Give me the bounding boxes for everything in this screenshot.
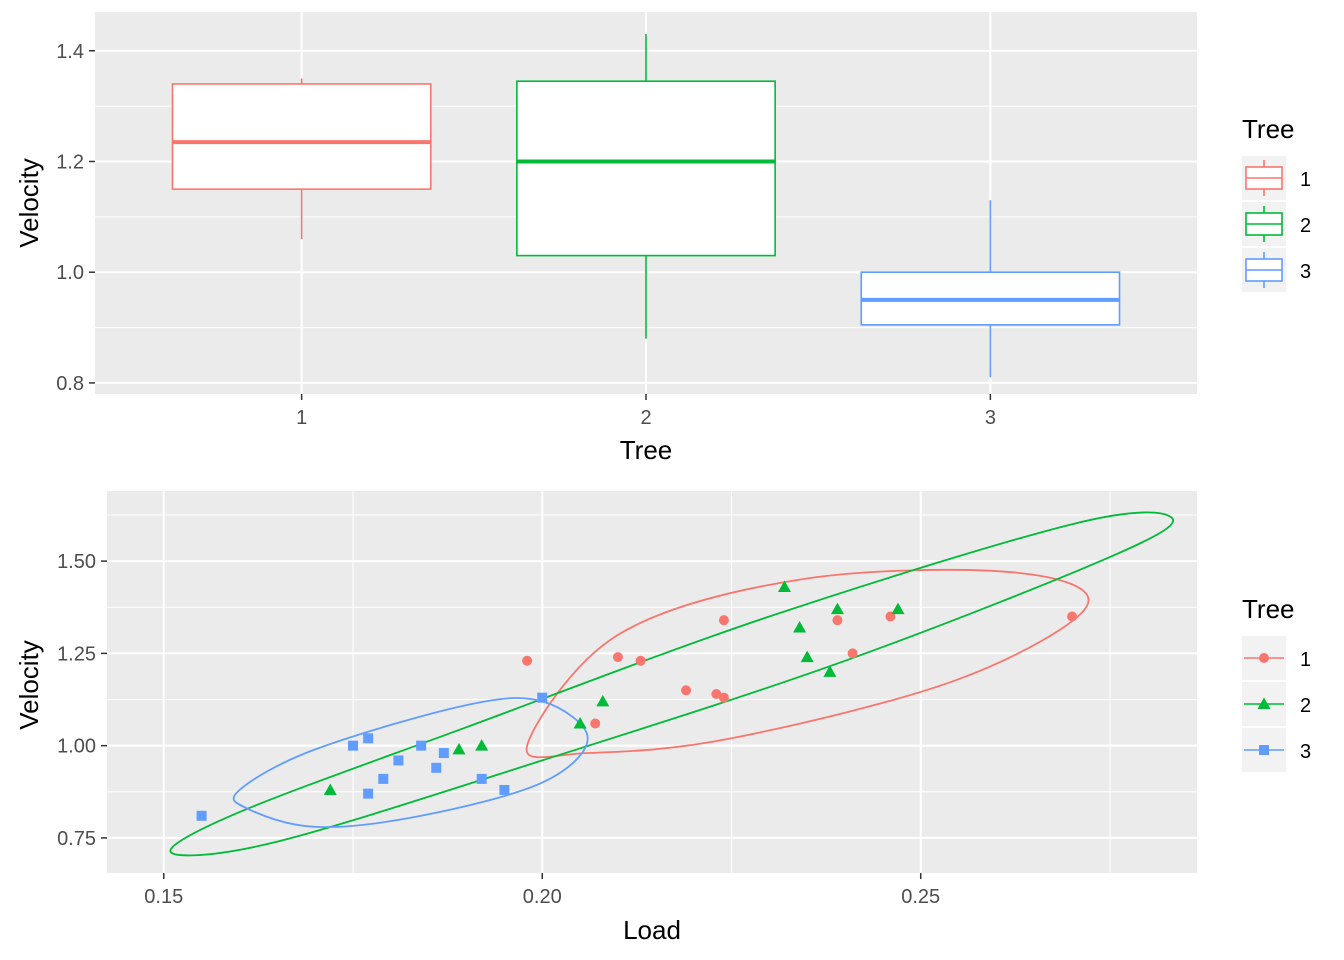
y-tick-label: 1.2 <box>56 151 84 173</box>
bottom-x-axis: 0.15 0.20 0.25 <box>144 873 940 908</box>
x-tick-label: 0.20 <box>523 886 562 908</box>
data-point <box>596 694 610 707</box>
data-point <box>823 665 837 677</box>
top-legend-item-2: 2 <box>1242 202 1311 246</box>
data-point <box>416 740 427 751</box>
top-legend-title: Tree <box>1242 114 1295 144</box>
data-point <box>196 810 207 821</box>
top-x-axis-title: Tree <box>620 435 673 465</box>
legend-label: 3 <box>1300 741 1311 763</box>
data-point <box>612 652 623 663</box>
legend-label: 3 <box>1300 261 1311 283</box>
data-point <box>832 615 843 626</box>
data-point <box>522 655 533 666</box>
data-point <box>363 788 374 799</box>
box-iqr <box>516 80 776 257</box>
legend-label: 1 <box>1300 169 1311 191</box>
legend-key-marker <box>1259 745 1269 755</box>
box-plot-chart: 0.8 1.0 1.2 1.4 1 2 3 Tree Velocity Tree 1 2 3 <box>14 12 1311 465</box>
bottom-panel-background <box>107 491 1197 873</box>
top-boxes <box>171 34 1121 378</box>
data-point <box>393 755 404 766</box>
data-point <box>348 740 359 751</box>
data-point <box>323 783 337 795</box>
bottom-legend-item-3: 3 <box>1242 728 1311 772</box>
series-tree-3 <box>196 692 548 821</box>
data-point <box>363 733 374 744</box>
x-tick-label: 1 <box>296 407 307 429</box>
legend-label: 1 <box>1300 649 1311 671</box>
data-point <box>452 742 466 755</box>
bottom-legend: Tree 1 2 3 <box>1242 594 1311 772</box>
data-point <box>891 602 905 615</box>
x-tick-label: 3 <box>985 407 996 429</box>
data-point <box>590 718 601 729</box>
bottom-legend-item-1: 1 <box>1242 636 1311 680</box>
x-tick-label: 0.25 <box>901 886 940 908</box>
top-y-axis: 0.8 1.0 1.2 1.4 <box>56 41 95 395</box>
y-tick-label: 1.50 <box>57 551 96 573</box>
top-legend: Tree 1 2 3 <box>1242 114 1311 292</box>
legend-key-marker <box>1259 653 1269 663</box>
box-tree-3 <box>860 200 1121 378</box>
legend-label: 2 <box>1300 695 1311 717</box>
data-point <box>438 748 449 759</box>
data-point <box>1067 611 1078 622</box>
y-tick-label: 1.25 <box>57 643 96 665</box>
data-point <box>635 655 646 666</box>
data-point <box>573 717 587 729</box>
y-tick-label: 0.75 <box>57 828 96 850</box>
top-x-axis: 1 2 3 <box>296 394 996 429</box>
top-legend-item-3: 3 <box>1242 248 1311 292</box>
data-point <box>475 739 489 751</box>
series-tree-2 <box>323 580 905 795</box>
data-point <box>537 692 548 703</box>
data-point <box>499 784 510 795</box>
y-tick-label: 1.00 <box>57 736 96 758</box>
box-tree-2 <box>516 34 776 339</box>
bottom-y-axis: 0.75 1.00 1.25 1.50 <box>57 551 107 850</box>
data-point <box>777 580 791 592</box>
top-y-axis-title: Velocity <box>14 158 44 248</box>
ellipse-tree-1 <box>525 568 1090 759</box>
data-point <box>718 615 729 626</box>
box-iqr <box>171 83 432 190</box>
legend-label: 2 <box>1300 215 1311 237</box>
top-legend-item-1: 1 <box>1242 156 1311 200</box>
data-point <box>431 762 442 773</box>
data-point <box>711 688 722 699</box>
y-tick-label: 1.4 <box>56 41 84 63</box>
ellipse-tree-3 <box>232 697 589 828</box>
bottom-legend-item-2: 2 <box>1242 682 1311 726</box>
x-tick-label: 2 <box>640 407 651 429</box>
data-point <box>476 773 487 784</box>
bottom-x-axis-title: Load <box>623 915 681 945</box>
y-tick-label: 1.0 <box>56 262 84 284</box>
box-tree-1 <box>171 78 432 239</box>
data-point <box>830 602 844 615</box>
x-tick-label: 0.15 <box>144 886 183 908</box>
bottom-gridlines <box>107 491 1197 873</box>
data-point <box>378 773 389 784</box>
data-point <box>793 621 807 633</box>
legend-key-marker <box>1257 697 1271 709</box>
bottom-y-axis-title: Velocity <box>14 640 44 730</box>
data-point <box>847 648 858 659</box>
bottom-legend-title: Tree <box>1242 594 1295 624</box>
data-point <box>718 692 729 703</box>
y-tick-label: 0.8 <box>56 373 84 395</box>
scatter-chart: 0.75 1.00 1.25 1.50 0.15 0.20 0.25 Load Veloc… <box>14 491 1311 945</box>
bottom-points <box>196 580 1078 821</box>
data-point <box>800 650 814 663</box>
data-point <box>681 685 692 696</box>
